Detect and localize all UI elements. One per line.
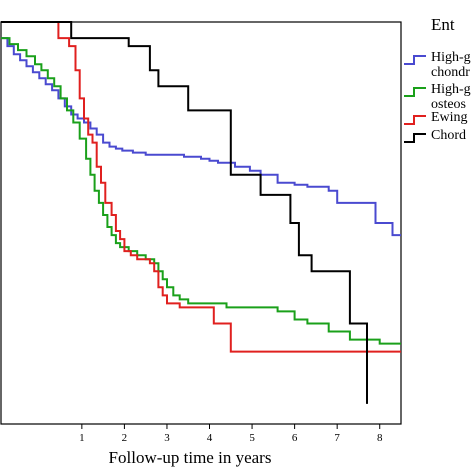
series-layer: [1, 21, 401, 404]
legend-title: Ent: [431, 15, 455, 34]
legend-swatch-4: [404, 133, 426, 143]
x-tick-label-8: 8: [377, 432, 383, 444]
legend-label-1-2: chondr: [431, 65, 470, 80]
series-line-2: [1, 37, 401, 345]
legend-label-4-1: Chord: [431, 128, 466, 143]
x-tick-label-4: 4: [207, 432, 213, 444]
series-line-3: [1, 21, 401, 353]
x-axis-title: Follow-up time in years: [109, 448, 272, 467]
legend-label-2-2: osteos: [431, 97, 466, 112]
legend-swatch-2: [404, 87, 426, 97]
legend-swatch-1: [404, 55, 426, 65]
x-tick-label-7: 7: [334, 432, 340, 444]
legend-label-2-1: High-g: [431, 82, 471, 97]
x-axis: 1 2 3 4 5 6 7 8: [79, 424, 383, 444]
x-tick-label-2: 2: [122, 432, 128, 444]
series-line-1: [1, 37, 401, 237]
x-tick-label-1: 1: [79, 432, 85, 444]
plot-frame: [0, 21, 402, 425]
legend-label-3-1: Ewing: [431, 110, 468, 125]
x-tick-label-3: 3: [164, 432, 170, 444]
x-tick-label-5: 5: [249, 432, 255, 444]
series-line-4: [1, 21, 368, 404]
legend-swatch-3: [404, 115, 426, 125]
legend-label-1-1: High-g: [431, 50, 471, 65]
x-tick-label-6: 6: [292, 432, 298, 444]
